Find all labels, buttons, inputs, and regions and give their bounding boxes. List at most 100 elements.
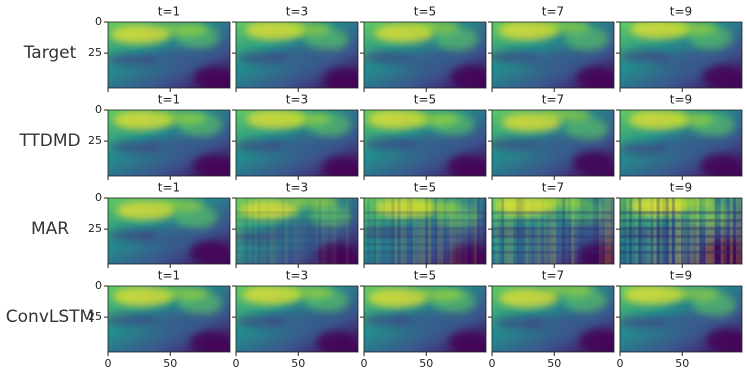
stripe (693, 198, 697, 264)
heatmap (364, 110, 486, 176)
heatmap-blob (544, 286, 595, 296)
heatmap-blob (579, 328, 614, 352)
stripe (248, 198, 251, 264)
stripe (388, 198, 391, 264)
stripe (559, 198, 562, 264)
heatmap-blob (316, 243, 357, 264)
heatmap-blob (190, 330, 230, 352)
stripe (586, 198, 590, 264)
stripe (300, 198, 303, 264)
stripe (382, 198, 386, 264)
stripe (337, 198, 340, 264)
heatmap-blob (620, 142, 669, 155)
panel-title: t=9 (670, 5, 692, 19)
stripe (641, 198, 644, 264)
heatmap (620, 110, 742, 176)
band (492, 219, 614, 223)
stripe (516, 198, 520, 264)
heatmap-blob (307, 203, 352, 228)
heatmap-blob (653, 313, 724, 332)
stripe (732, 198, 736, 264)
stripe (541, 198, 544, 264)
heatmap (236, 22, 358, 88)
panel-frame (107, 21, 231, 89)
stripe (525, 198, 529, 264)
heatmap-blob (409, 201, 460, 214)
heatmap (108, 110, 230, 176)
y-tick-label: 0 (95, 191, 102, 204)
stripe (364, 198, 367, 264)
stripe (272, 198, 276, 264)
band (620, 250, 742, 254)
stripe (297, 198, 301, 264)
stripe (699, 198, 703, 264)
heatmap-blob (525, 314, 596, 333)
heatmap-blob (702, 64, 742, 88)
stripe (291, 198, 294, 264)
heatmap-blob (268, 222, 339, 241)
band (236, 250, 358, 254)
heatmap-blob (494, 316, 545, 329)
y-tick-label: 0 (95, 103, 102, 116)
stripe (528, 198, 532, 264)
stripe (251, 198, 254, 264)
heatmap-blob (108, 53, 157, 66)
stripe (324, 198, 328, 264)
heatmap (492, 110, 614, 176)
stripe (333, 198, 337, 264)
heatmap-blob (157, 23, 208, 36)
y-tick-label: 25 (88, 310, 102, 323)
stripe (428, 198, 432, 264)
stripe (376, 198, 380, 264)
heatmap-blob (664, 113, 715, 126)
stripe (495, 198, 499, 264)
stripe (385, 198, 388, 264)
stripe (480, 198, 483, 264)
heatmap-blob (156, 111, 207, 124)
x-tick-label: 0 (233, 357, 240, 370)
stripe (632, 198, 635, 264)
heatmap-blob (537, 198, 588, 209)
stripe (449, 198, 453, 264)
heatmap (492, 22, 614, 88)
y-tick-label: 25 (88, 222, 102, 235)
heatmap-blob (564, 26, 609, 51)
stripe (583, 198, 587, 264)
stripe (482, 198, 486, 264)
panel-title: t=7 (542, 181, 564, 195)
stripe (674, 198, 678, 264)
heatmap-blob (526, 135, 597, 154)
heatmap (236, 286, 358, 352)
stripe (565, 198, 568, 264)
stripe (455, 198, 459, 264)
stripe (492, 198, 495, 264)
stripe (571, 198, 575, 264)
heatmap-blob (448, 330, 486, 352)
stripe (330, 198, 334, 264)
stripe (562, 198, 566, 264)
panel-title: t=1 (158, 269, 180, 283)
band (236, 242, 358, 246)
panel-frame (235, 285, 359, 353)
stripe (629, 198, 633, 264)
stripe (437, 198, 441, 264)
stripe (328, 198, 331, 264)
stripe (553, 198, 557, 264)
heatmap (620, 198, 742, 264)
stripe (717, 198, 721, 264)
stripe (671, 198, 675, 264)
panel-title: t=9 (670, 269, 692, 283)
stripe (568, 198, 572, 264)
stripe (720, 198, 724, 264)
panel-frame (235, 21, 359, 89)
stripe (425, 198, 429, 264)
band (364, 219, 486, 223)
heatmap-blob (367, 110, 428, 130)
y-tick-label: 0 (95, 279, 102, 292)
heatmap-blob (492, 50, 538, 63)
stripe (343, 198, 346, 264)
stripe (607, 198, 611, 264)
panel-frame (619, 21, 743, 89)
stripe (397, 198, 401, 264)
